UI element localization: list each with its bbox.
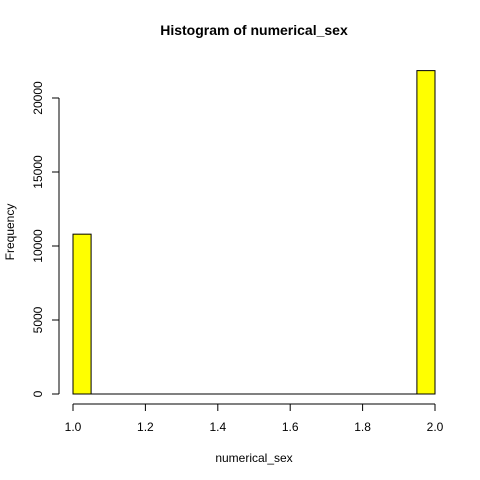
histogram-bar-0	[72, 233, 92, 395]
histogram-bar-19	[416, 70, 436, 395]
x-axis-label: numerical_sex	[215, 451, 292, 465]
y-tick-label-4: 20000	[31, 81, 45, 115]
chart-title: Histogram of numerical_sex	[160, 22, 348, 38]
x-tick-label-0: 1.0	[65, 420, 82, 434]
x-axis-ticks: 1.0 1.2 1.4 1.6 1.8 2.0	[65, 404, 444, 434]
x-tick-label-3: 1.6	[282, 420, 299, 434]
y-tick-label-2: 10000	[31, 229, 45, 263]
x-tick-label-1: 1.2	[137, 420, 154, 434]
y-axis-ticks: 0 5000 10000 15000 20000	[31, 81, 59, 397]
y-tick-label-0: 0	[31, 390, 45, 397]
x-tick-label-5: 2.0	[427, 420, 444, 434]
x-tick-label-4: 1.8	[354, 420, 371, 434]
bars-group	[72, 70, 436, 395]
y-tick-label-1: 5000	[31, 306, 45, 333]
x-tick-label-2: 1.4	[209, 420, 226, 434]
y-axis-label: Frequency	[3, 204, 17, 261]
y-tick-label-3: 15000	[31, 155, 45, 189]
